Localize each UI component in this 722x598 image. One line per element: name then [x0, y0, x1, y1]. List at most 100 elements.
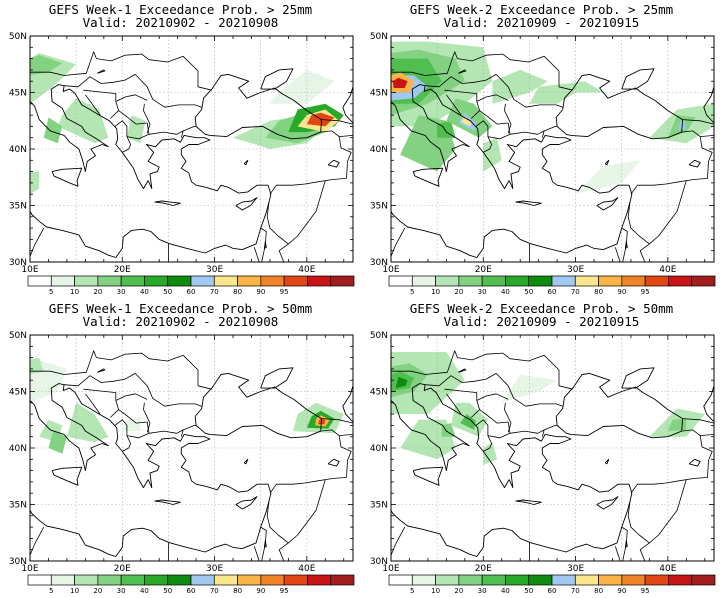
- map: 30N 35N 40N 45N 50N 10E 20E 30E 40E 5 10 20 30 40 50 60…: [9, 32, 355, 296]
- colorbar-swatch: [307, 275, 332, 287]
- colorbar-label: 60: [548, 587, 557, 595]
- country-border: [614, 227, 628, 262]
- coastline: [391, 115, 392, 116]
- coastline: [51, 466, 83, 486]
- country-border: [269, 136, 352, 195]
- country-border: [682, 418, 714, 424]
- colorbar-swatch: [74, 574, 99, 586]
- colorbar-label: 20: [93, 288, 102, 296]
- colorbar-label: 95: [280, 288, 289, 296]
- colorbar: 5 10 20 30 40 50 60 70 80 90 95: [388, 275, 716, 296]
- coastline: [596, 560, 598, 561]
- colorbar-label: 10: [431, 587, 440, 595]
- colorbar-swatch: [644, 275, 669, 287]
- graticule: [391, 36, 714, 262]
- colorbar-swatch: [598, 275, 623, 287]
- country-border: [30, 51, 212, 91]
- lat-label: 45N: [9, 388, 27, 398]
- lon-label: 40E: [659, 265, 676, 275]
- country-border: [321, 119, 353, 125]
- coastline: [235, 560, 237, 561]
- coastline: [624, 540, 628, 548]
- probability-area: [395, 376, 408, 389]
- lat-label: 40N: [9, 145, 27, 155]
- graticule: [30, 36, 353, 262]
- colorbar-swatch: [668, 574, 693, 586]
- coastline: [515, 200, 542, 206]
- colorbar-label: 10: [431, 288, 440, 296]
- lon-label: 20E: [475, 265, 492, 275]
- country-border: [85, 94, 101, 116]
- lon-label: 30E: [206, 564, 223, 574]
- coastline: [327, 458, 340, 467]
- country-border: [444, 89, 480, 119]
- colorbar-label: 70: [571, 288, 580, 296]
- country-border: [391, 350, 573, 390]
- colorbar-label: 10: [70, 288, 79, 296]
- colorbar-swatch: [213, 574, 238, 586]
- coastline: [97, 69, 106, 74]
- coastline: [263, 241, 267, 249]
- country-border: [278, 243, 289, 262]
- colorbar-swatch: [411, 574, 436, 586]
- probability-shading: [391, 352, 705, 465]
- colorbar-label: 5: [410, 288, 414, 296]
- colorbar-label: 40: [501, 587, 510, 595]
- colorbar-swatch: [481, 275, 506, 287]
- coastline: [260, 367, 294, 389]
- coastline: [391, 383, 633, 557]
- colorbar-label: 10: [70, 587, 79, 595]
- map: 30N 35N 40N 45N 50N 10E 20E 30E 40E 5 10 20 30 40 50 60…: [370, 32, 716, 296]
- colorbar-label: 70: [210, 587, 219, 595]
- lat-label: 35N: [370, 501, 388, 511]
- coastline: [235, 496, 258, 510]
- probability-area: [30, 171, 40, 195]
- country-border: [391, 526, 406, 556]
- probability-area: [30, 357, 44, 375]
- colorbar-swatch: [598, 574, 623, 586]
- lat-label: 40N: [9, 444, 27, 454]
- lat-label: 40N: [370, 145, 388, 155]
- probability-area: [43, 117, 63, 144]
- lon-label: 20E: [114, 265, 131, 275]
- country-border: [614, 526, 628, 561]
- coastlines: [391, 68, 714, 262]
- graticule: [391, 335, 714, 561]
- axis-ticks: [391, 335, 714, 561]
- country-border: [85, 393, 101, 415]
- colorbar-swatch: [528, 275, 553, 287]
- panel-week1-25mm: GEFS Week-1 Exceedance Prob. > 25mm Vali…: [0, 0, 361, 299]
- colorbar-label: 30: [478, 587, 487, 595]
- colorbar-swatch: [691, 275, 716, 287]
- lat-label: 40N: [370, 444, 388, 454]
- colorbar-swatch: [621, 574, 646, 586]
- axis-ticks: [391, 36, 714, 262]
- colorbar-swatch: [551, 574, 576, 586]
- axis-ticks: [30, 335, 353, 561]
- country-border: [278, 542, 289, 561]
- country-border: [627, 479, 687, 544]
- probability-area: [461, 116, 472, 127]
- graticule: [30, 335, 353, 561]
- panel-week2-50mm: GEFS Week-2 Exceedance Prob. > 50mm Vali…: [361, 299, 722, 598]
- colorbar-label: 80: [233, 587, 242, 595]
- coastline: [391, 84, 633, 258]
- coastline: [604, 159, 610, 166]
- colorbar-label: 95: [280, 587, 289, 595]
- lat-label: 35N: [370, 202, 388, 212]
- colorbar-swatch: [330, 275, 355, 287]
- probability-area: [306, 112, 335, 127]
- country-border: [504, 402, 512, 433]
- colorbar-label: 30: [478, 288, 487, 296]
- coastline: [30, 383, 272, 557]
- country-border: [64, 373, 202, 407]
- coastline: [604, 458, 610, 465]
- country-border: [544, 126, 558, 132]
- lon-label: 30E: [567, 265, 584, 275]
- probability-area: [66, 402, 109, 443]
- map: 30N 35N 40N 45N 50N 10E 20E 30E 40E 5 10 20 30 40 50 60…: [370, 331, 716, 595]
- lat-label: 50N: [370, 32, 388, 42]
- country-border: [118, 110, 150, 135]
- probability-area: [575, 160, 641, 195]
- colorbar-label: 40: [140, 288, 149, 296]
